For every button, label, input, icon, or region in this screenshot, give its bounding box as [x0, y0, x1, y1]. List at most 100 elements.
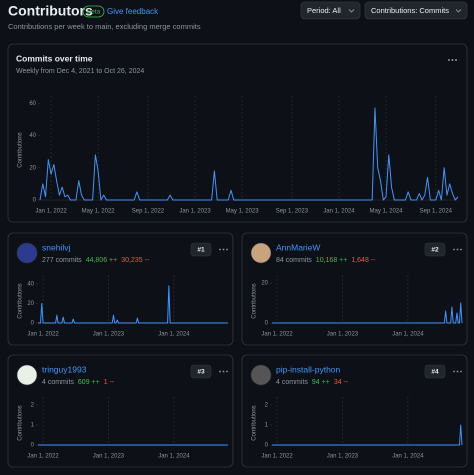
- y-tick-label: 0: [31, 321, 35, 327]
- stat-commits: 4 commits: [42, 379, 74, 386]
- line: [39, 107, 459, 201]
- avatar: [250, 242, 272, 264]
- menu-dot[interactable]: [219, 370, 221, 373]
- stat-commits: 4 commits: [276, 379, 308, 386]
- page-title: Contributors: [8, 3, 93, 19]
- avatar: [16, 242, 38, 264]
- contributor-stats: 4 commits 609 ++ 1 --: [42, 379, 115, 386]
- contributions-button[interactable]: [364, 1, 468, 20]
- y-tick-label: 20: [261, 281, 268, 287]
- menu-dot[interactable]: [226, 248, 228, 251]
- menu-dot[interactable]: [460, 370, 462, 373]
- stat-additions: 609 ++: [78, 379, 100, 386]
- line: [38, 285, 228, 324]
- x-tick-label: Jan 1, 2022: [27, 332, 59, 338]
- stat-additions: 10,168 ++: [316, 257, 348, 264]
- contributor-card: [241, 354, 468, 468]
- stat-commits: 277 commits: [42, 257, 82, 264]
- x-tick-label: Jan 1, 2022: [35, 209, 67, 215]
- x-tick-label: Sep 1, 2023: [276, 209, 309, 215]
- stat-additions: 94 ++: [312, 379, 330, 386]
- x-tick-label: Jan 1, 2024: [158, 332, 190, 338]
- menu-dot[interactable]: [219, 248, 221, 251]
- period-button[interactable]: [300, 1, 361, 20]
- contributor-stats: 277 commits 44,806 ++ 30,235 --: [42, 257, 150, 264]
- x-tick-label: Jan 1, 2023: [327, 332, 359, 338]
- rank: #2: [431, 247, 439, 254]
- rank-badge: [424, 242, 446, 257]
- y-tick-label: 40: [29, 133, 36, 139]
- y-axis-label: Contributions: [252, 283, 258, 318]
- y-tick-label: 0: [265, 321, 269, 327]
- stat-deletions: 34 --: [334, 379, 349, 386]
- line: [272, 302, 463, 324]
- x-tick-label: Jan 1, 2023: [93, 454, 125, 460]
- x-tick-label: Jan 1, 2024: [323, 209, 355, 215]
- y-tick-label: 2: [265, 403, 269, 409]
- y-tick-label: 2: [31, 403, 35, 409]
- rank: #4: [431, 369, 439, 376]
- contributor-card: [7, 354, 234, 468]
- x-tick-label: Jan 1, 2024: [392, 454, 424, 460]
- contributor-name[interactable]: tringuy1993: [42, 364, 87, 374]
- y-tick-label: 1: [31, 423, 35, 429]
- contributor-stats: 4 commits 94 ++ 34 --: [276, 379, 349, 386]
- main-card: [7, 43, 468, 223]
- rank-badge: [424, 364, 446, 379]
- chevron: [455, 9, 462, 13]
- x-tick-label: Sep 1, 2022: [132, 209, 165, 215]
- x-tick-label: Jan 1, 2022: [261, 332, 293, 338]
- beta-badge: [82, 5, 105, 18]
- x-tick-label: Jan 1, 2022: [261, 454, 293, 460]
- y-axis-label: Contributions: [18, 405, 24, 440]
- rank-badge: [190, 242, 212, 257]
- contributor-name[interactable]: pip-install-python: [276, 364, 341, 374]
- y-tick-label: 20: [27, 301, 34, 307]
- y-tick-label: 60: [29, 101, 36, 107]
- chart-subtitle: Weekly from Dec 4, 2021 to Oct 26, 2024: [16, 68, 144, 75]
- stat-deletions: 1,648 --: [351, 257, 376, 264]
- contributor-card: [7, 232, 234, 346]
- contributions-label[interactable]: Contributions: Commits: [371, 6, 449, 15]
- menu-dot[interactable]: [453, 370, 455, 373]
- avatar: [16, 364, 38, 386]
- y-tick-label: 0: [31, 443, 35, 449]
- menu-dot[interactable]: [453, 248, 455, 251]
- page-subtitle: Contributions per week to main, excludin…: [8, 22, 201, 31]
- rank: #3: [197, 369, 205, 376]
- x-tick-label: Jan 1, 2023: [93, 332, 125, 338]
- feedback-link[interactable]: Give feedback: [107, 7, 159, 16]
- x-tick-label: May 1, 2024: [370, 209, 404, 215]
- y-axis-label: Contributions: [18, 132, 24, 167]
- x-tick-label: Jan 1, 2023: [327, 454, 359, 460]
- y-tick-label: 40: [27, 281, 34, 287]
- menu-dot[interactable]: [456, 248, 459, 251]
- y-axis-label: Contributions: [252, 405, 258, 440]
- period-label[interactable]: Period: All: [307, 6, 341, 15]
- x-tick-label: May 1, 2023: [226, 209, 260, 215]
- stat-deletions: 1 --: [104, 379, 115, 386]
- contributor-name[interactable]: AnnMarieW: [276, 242, 320, 252]
- y-tick-label: 0: [265, 443, 269, 449]
- badge-text: Beta: [87, 9, 101, 16]
- x-tick-label: May 1, 2022: [82, 209, 116, 215]
- x-tick-label: Jan 1, 2024: [158, 454, 190, 460]
- contributor-stats: 84 commits 10,168 ++ 1,648 --: [276, 257, 376, 264]
- contributor-name[interactable]: snehilvj: [42, 242, 70, 252]
- x-tick-label: Jan 1, 2024: [392, 332, 424, 338]
- x-tick-label: Sep 1, 2024: [420, 209, 453, 215]
- avatar: [250, 364, 272, 386]
- menu-dot[interactable]: [222, 370, 225, 373]
- menu-dot[interactable]: [460, 248, 462, 251]
- line: [272, 424, 463, 446]
- menu-dot[interactable]: [222, 248, 225, 251]
- y-tick-label: 0: [33, 198, 37, 204]
- menu-icon[interactable]: [448, 59, 457, 61]
- stat-additions: 44,806 ++: [86, 257, 118, 264]
- menu-dot[interactable]: [456, 370, 459, 373]
- y-tick-label: 20: [29, 165, 36, 171]
- menu-dot[interactable]: [226, 370, 228, 373]
- x-tick-label: Jan 1, 2022: [27, 454, 59, 460]
